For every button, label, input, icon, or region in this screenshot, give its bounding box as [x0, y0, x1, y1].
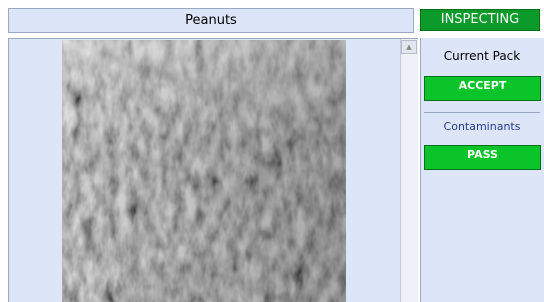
title-bar: Peanuts [8, 8, 414, 33]
section-result-indicator: PASS [424, 145, 541, 170]
section-label: Contaminants [420, 120, 544, 133]
highlight [62, 40, 346, 302]
separator [424, 112, 540, 113]
scrollbar[interactable] [400, 39, 418, 302]
result-indicator: ACCEPT [424, 76, 541, 101]
product-image [62, 40, 346, 302]
scroll-up-button[interactable]: ▲ [401, 40, 417, 54]
status-badge: INSPECTING [420, 9, 540, 31]
panel-heading: Current Pack [420, 49, 544, 63]
screen: Peanuts INSPECTING ▲ Current Pack AC [0, 0, 544, 302]
